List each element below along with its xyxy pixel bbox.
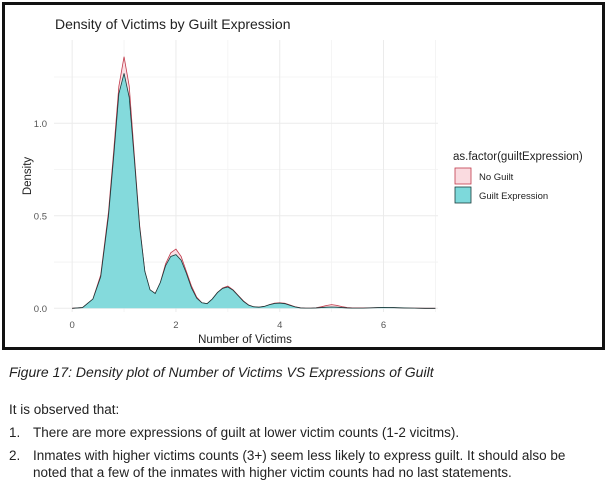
- list-number: 2.: [9, 448, 21, 463]
- list-number: 1.: [9, 425, 21, 440]
- legend-key-guilt-expression: [454, 186, 472, 204]
- observation-list: 1. There are more expressions of guilt at…: [9, 424, 599, 481]
- x-tick-label: 4: [277, 320, 282, 331]
- legend-label: Guilt Expression: [479, 191, 548, 202]
- y-axis-label: Density: [22, 157, 34, 196]
- x-tick-label: 6: [381, 320, 386, 331]
- y-tick-label: 0.5: [34, 211, 47, 222]
- legend: as.factor(guiltExpression) No Guilt Guilt…: [453, 151, 583, 204]
- list-item: 1. There are more expressions of guilt at…: [9, 424, 599, 441]
- legend-title: as.factor(guiltExpression): [453, 151, 583, 163]
- density-area-guilt-expression: [72, 73, 436, 309]
- density-areas: [72, 56, 436, 309]
- chart-title: Density of Victims by Guilt Expression: [55, 16, 291, 32]
- intro-text: It is observed that:: [9, 402, 120, 417]
- legend-label: No Guilt: [479, 172, 514, 183]
- density-line-guilt-expression: [72, 73, 436, 309]
- figure-caption: Figure 17: Density plot of Number of Vic…: [9, 364, 434, 380]
- y-tick-label: 1.0: [34, 119, 47, 130]
- y-tick-label: 0.0: [34, 304, 47, 315]
- list-text: Inmates with higher victims counts (3+) …: [33, 448, 566, 480]
- x-tick-label: 2: [173, 320, 178, 331]
- list-text: There are more expressions of guilt at l…: [33, 425, 460, 440]
- y-tick-labels: 0.0 0.5 1.0: [34, 119, 47, 315]
- x-tick-label: 0: [70, 320, 75, 331]
- observations: It is observed that: 1. There are more ex…: [9, 401, 599, 487]
- x-tick-labels: 0 2 4 6: [70, 320, 387, 331]
- x-axis-label: Number of Victims: [198, 334, 292, 346]
- legend-key-no-guilt: [454, 167, 472, 185]
- density-chart: 0 2 4 6 0.0 0.5 1.0 Density of Victims by Gui…: [22, 16, 583, 346]
- list-item: 2. Inmates with higher victims counts (3+…: [9, 447, 599, 481]
